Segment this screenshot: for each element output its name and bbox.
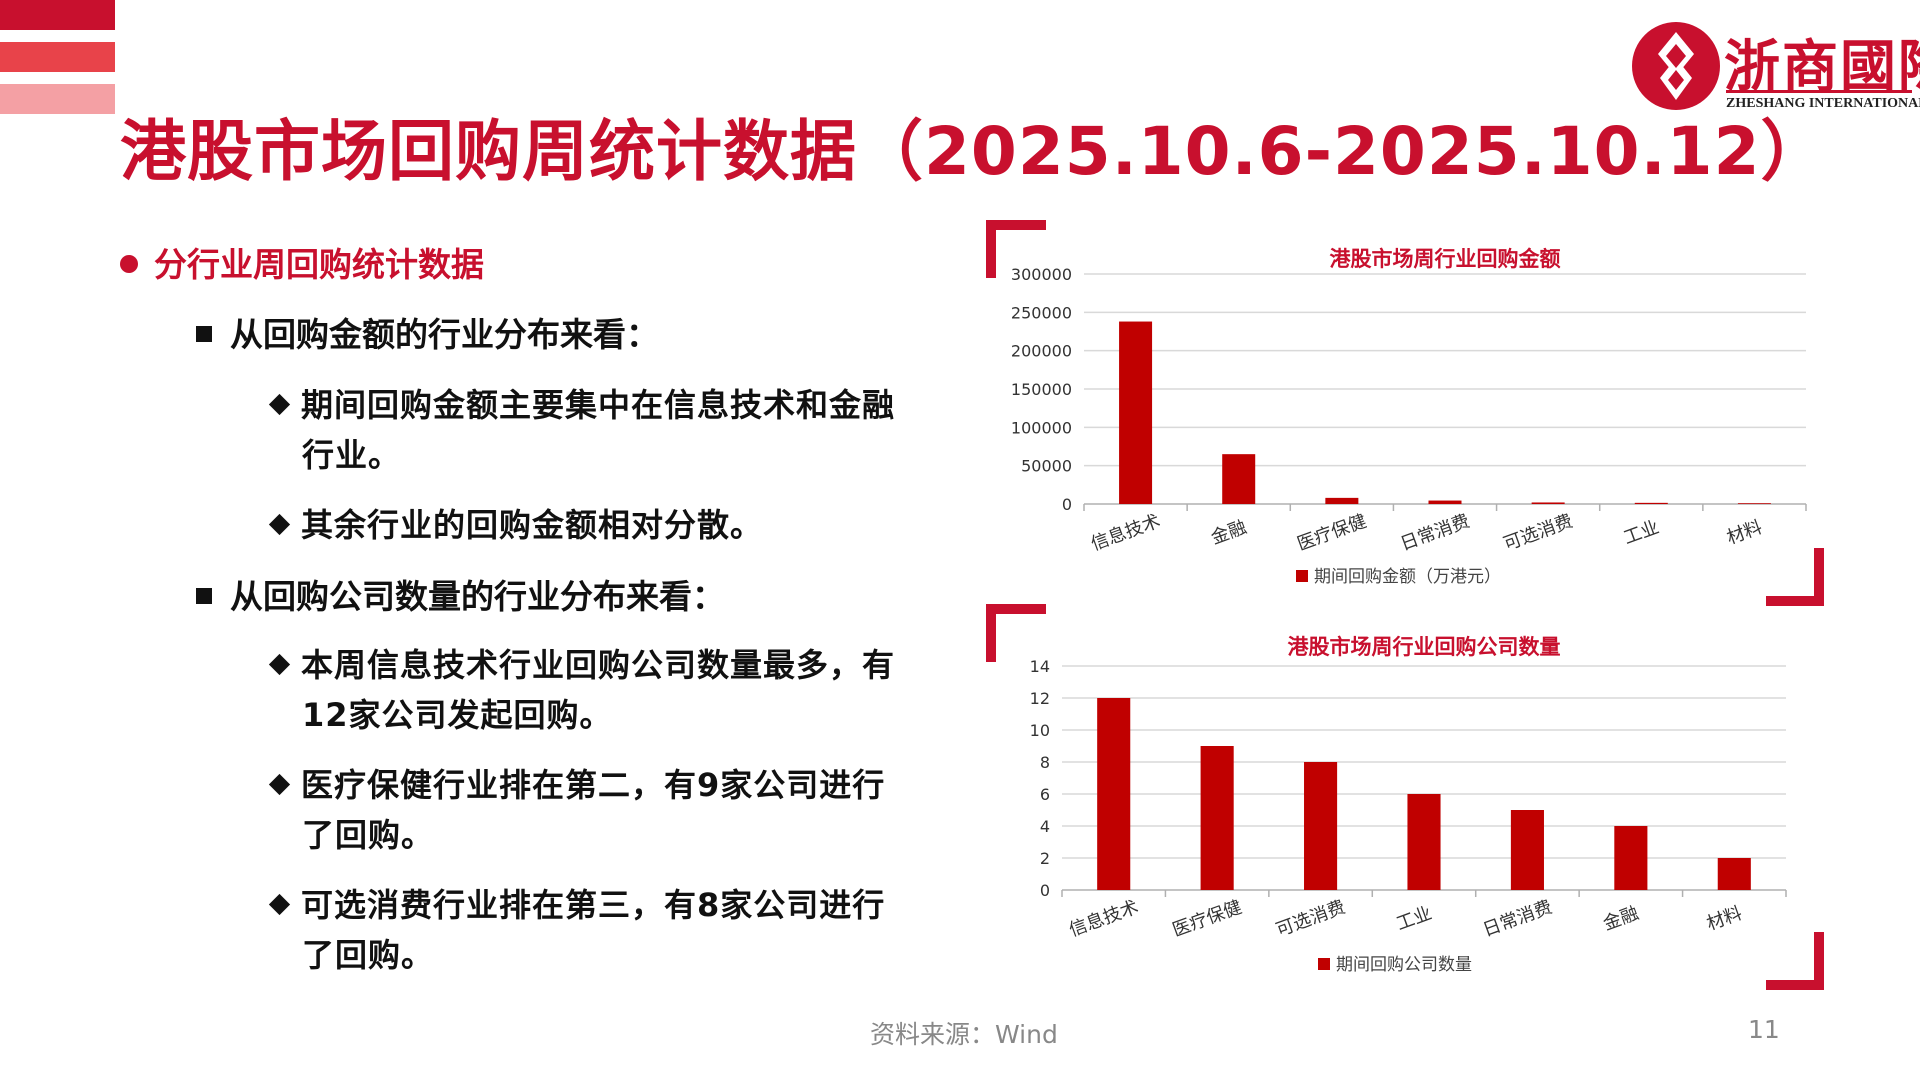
point-amount-2: 其余行业的回购金额相对分散。: [268, 500, 763, 546]
legend-swatch: [1296, 570, 1308, 582]
legend-swatch: [1318, 958, 1330, 970]
x-tick-label: 日常消费: [1398, 511, 1473, 555]
y-tick-label: 200000: [1011, 342, 1072, 361]
point-count-2-line2: 了回购。: [302, 816, 435, 854]
page-number: 11: [1748, 1015, 1780, 1044]
x-tick-label: 可选消费: [1273, 897, 1348, 941]
y-tick-label: 150000: [1011, 380, 1072, 399]
bar: [1428, 500, 1462, 504]
x-tick-label: 信息技术: [1066, 897, 1141, 941]
chart-buyback-count-svg: 港股市场周行业回购公司数量 0 2 4 6 8 10 12 14 信息技术 医疗保健 可选消费 工业 日常…: [1030, 635, 1787, 975]
point-count-3-line1: 可选消费行业排在第三，有8家公司进行: [268, 880, 885, 926]
y-tick-label: 300000: [1011, 265, 1072, 284]
legend: 期间回购公司数量: [1318, 955, 1472, 975]
bullet-square-icon: [196, 325, 212, 342]
bar: [1200, 746, 1234, 890]
bar: [1222, 454, 1256, 504]
page-title: 港股市场回购周统计数据（2025.10.6-2025.10.12）: [120, 113, 1828, 190]
chart-title: 港股市场周行业回购金额: [1330, 247, 1561, 271]
group-heading-amount: 从回购金额的行业分布来看：: [196, 308, 659, 356]
y-tick-label: 10: [1030, 721, 1050, 740]
y-tick-label: 12: [1030, 689, 1050, 708]
y-tick-label: 50000: [1021, 457, 1072, 476]
bar: [1614, 826, 1648, 890]
legend-label: 期间回购金额（万港元）: [1314, 567, 1501, 587]
x-tick-label: 金融: [1600, 903, 1641, 935]
bar: [1634, 502, 1668, 504]
x-tick-label: 医疗保健: [1295, 511, 1370, 555]
y-tick-label: 4: [1040, 817, 1050, 836]
bar: [1737, 503, 1771, 504]
point-count-1-line1: 本周信息技术行业回购公司数量最多，有: [268, 640, 895, 686]
decor-stripe-1: [0, 0, 115, 30]
bar: [1097, 698, 1131, 890]
group-heading-count: 从回购公司数量的行业分布来看：: [196, 570, 725, 618]
y-tick-label: 2: [1040, 849, 1050, 868]
point-amount-1-line2: 行业。: [302, 436, 402, 474]
y-tick-label: 0: [1062, 495, 1072, 514]
y-tick-label: 100000: [1011, 418, 1072, 437]
x-tick-label: 日常消费: [1480, 897, 1555, 941]
bar: [1119, 321, 1153, 504]
bar: [1717, 858, 1751, 890]
logo-mark-icon: [1632, 22, 1720, 110]
source-note: 资料来源：Wind: [870, 1020, 1058, 1049]
point-amount-1-line1: 期间回购金额主要集中在信息技术和金融: [268, 380, 895, 426]
legend-label: 期间回购公司数量: [1336, 955, 1472, 975]
y-tick-label: 250000: [1011, 303, 1072, 322]
chart-buyback-count: 港股市场周行业回购公司数量 0 2 4 6 8 10 12 14 信息技术 医疗保健 可选消费 工业 日常…: [1000, 620, 1820, 990]
x-tick-label: 医疗保健: [1170, 897, 1245, 941]
y-tick-label: 0: [1040, 881, 1050, 900]
bullet-diamond-icon: [268, 393, 291, 415]
y-tick-label: 6: [1040, 785, 1050, 804]
company-logo: 浙商國際 ZHESHANG INTERNATIONAL: [1628, 18, 1920, 114]
decor-stripe-3: [0, 84, 115, 114]
y-tick-label: 8: [1040, 753, 1050, 772]
bar: [1304, 762, 1338, 890]
chart-title: 港股市场周行业回购公司数量: [1288, 635, 1561, 659]
bar: [1407, 794, 1441, 890]
point-count-1-line2: 12家公司发起回购。: [302, 696, 613, 734]
x-tick-label: 工业: [1394, 903, 1435, 935]
logo-rule: [1726, 90, 1912, 93]
bullet-diamond-icon: [268, 773, 291, 795]
x-tick-label: 可选消费: [1501, 511, 1576, 555]
x-tick-label: 信息技术: [1088, 511, 1163, 555]
chart-buyback-amount-svg: 港股市场周行业回购金额 0 50000 100000 150000 200000 25000…: [1011, 247, 1807, 587]
point-count-2-line1: 医疗保健行业排在第二，有9家公司进行: [268, 760, 885, 806]
chart-buyback-amount: 港股市场周行业回购金额 0 50000 100000 150000 200000 25000…: [1000, 236, 1820, 596]
decor-stripe-2: [0, 42, 115, 72]
x-tick-label: 材料: [1724, 517, 1765, 549]
bullet-diamond-icon: [268, 513, 291, 535]
x-tick-label: 金融: [1208, 517, 1249, 549]
point-count-3-line2: 了回购。: [302, 936, 435, 974]
logo-text-en: ZHESHANG INTERNATIONAL: [1726, 96, 1920, 111]
bullet-diamond-icon: [268, 893, 291, 915]
y-tick-label: 14: [1030, 657, 1050, 676]
bullet-square-icon: [196, 587, 212, 604]
bar: [1531, 502, 1565, 504]
bar: [1510, 810, 1544, 890]
bullet-dot-icon: [120, 254, 138, 273]
section-heading: 分行业周回购统计数据: [120, 238, 484, 286]
x-tick-label: 工业: [1621, 517, 1662, 549]
legend: 期间回购金额（万港元）: [1296, 567, 1501, 587]
logo-text-cn: 浙商國際: [1724, 34, 1920, 100]
x-tick-label: 材料: [1704, 903, 1745, 935]
bar: [1325, 497, 1359, 504]
bullet-diamond-icon: [268, 653, 291, 675]
